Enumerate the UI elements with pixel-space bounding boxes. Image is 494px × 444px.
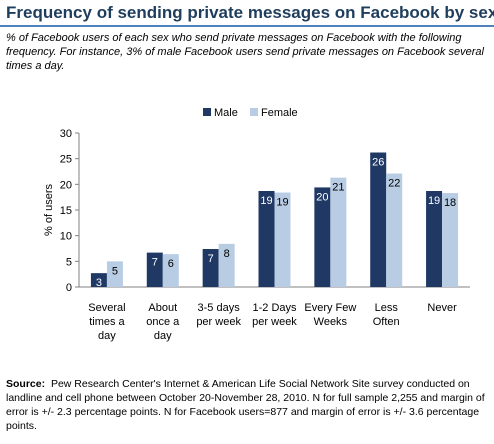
- bar-female: [442, 193, 459, 287]
- bar-male: [202, 249, 219, 287]
- bar-female: [106, 261, 123, 287]
- bar-female: [162, 254, 179, 287]
- bar-male: [370, 152, 387, 287]
- data-label-male: 26: [372, 157, 384, 169]
- chart-title: Frequency of sending private messages on…: [6, 3, 494, 22]
- data-label-male: 20: [316, 191, 328, 203]
- x-tick-label: Less Often: [373, 302, 400, 328]
- bar-male: [314, 187, 331, 287]
- bar-female: [330, 177, 347, 287]
- data-label-female: 8: [224, 248, 230, 260]
- x-tick-label: Never: [427, 302, 457, 314]
- legend-label-male: Male: [214, 107, 238, 119]
- legend-swatch-male: [203, 108, 211, 116]
- y-tick-label: 15: [60, 205, 72, 217]
- x-tick-label-line: About: [148, 302, 177, 314]
- data-label-female: 19: [276, 197, 288, 209]
- y-tick-label: 0: [66, 282, 72, 294]
- bar-female: [274, 192, 291, 287]
- data-label-male: 19: [428, 195, 440, 207]
- y-tick-label: 30: [60, 128, 72, 140]
- x-tick-label-line: Never: [427, 302, 457, 314]
- legend-swatch-female: [250, 108, 258, 116]
- x-tick-label: Every Few Weeks: [304, 302, 356, 328]
- x-tick-label-line: day: [154, 330, 172, 342]
- bar-male: [258, 191, 275, 287]
- chart-subtitle: % of Facebook users of each sex who send…: [6, 32, 484, 72]
- x-tick-label: Several times a day: [88, 302, 125, 342]
- data-label-female: 22: [388, 178, 400, 190]
- x-tick-label-line: times a: [89, 316, 125, 328]
- x-tick-label-line: 3-5 days: [198, 302, 241, 314]
- bar-male: [146, 252, 163, 287]
- source-note: Source: Pew Research Center's Internet &…: [6, 377, 490, 433]
- x-tick-label-line: Often: [373, 316, 400, 328]
- data-label-female: 6: [168, 258, 174, 270]
- x-tick-label: 1-2 Days per week: [252, 302, 297, 328]
- data-label-male: 3: [96, 277, 102, 289]
- data-label-male: 7: [152, 257, 158, 269]
- x-tick-label-line: per week: [196, 316, 241, 328]
- x-tick-label-line: per week: [252, 316, 297, 328]
- y-tick-label: 10: [60, 231, 72, 243]
- title-rule: [0, 25, 494, 27]
- bar-female: [218, 243, 235, 287]
- bar-female: [386, 173, 403, 287]
- source-label: Source:: [6, 378, 46, 390]
- x-tick-label-line: Weeks: [314, 316, 348, 328]
- data-label-male: 19: [260, 195, 272, 207]
- x-tick-label-line: Less: [375, 302, 399, 314]
- x-tick-label-line: 1-2 Days: [252, 302, 297, 314]
- data-label-female: 21: [332, 182, 344, 194]
- y-tick-label: 5: [66, 256, 72, 268]
- source-text: Pew Research Center's Internet & America…: [6, 378, 485, 432]
- bar-male: [426, 191, 443, 287]
- x-tick-label-line: Several: [88, 302, 125, 314]
- bar-male: [90, 273, 107, 287]
- data-label-female: 18: [444, 197, 456, 209]
- x-tick-label: About once a day: [146, 302, 180, 342]
- data-label-female: 5: [112, 265, 118, 277]
- x-tick-label-line: day: [98, 330, 116, 342]
- y-tick-label: 20: [60, 179, 72, 191]
- data-label-male: 7: [208, 253, 214, 265]
- x-tick-label-line: once a: [146, 316, 180, 328]
- x-tick-label-line: Every Few: [304, 302, 356, 314]
- y-axis-title: % of users: [43, 184, 55, 236]
- y-tick-label: 25: [60, 154, 72, 166]
- legend-label-female: Female: [261, 107, 298, 119]
- x-tick-label: 3-5 days per week: [196, 302, 241, 328]
